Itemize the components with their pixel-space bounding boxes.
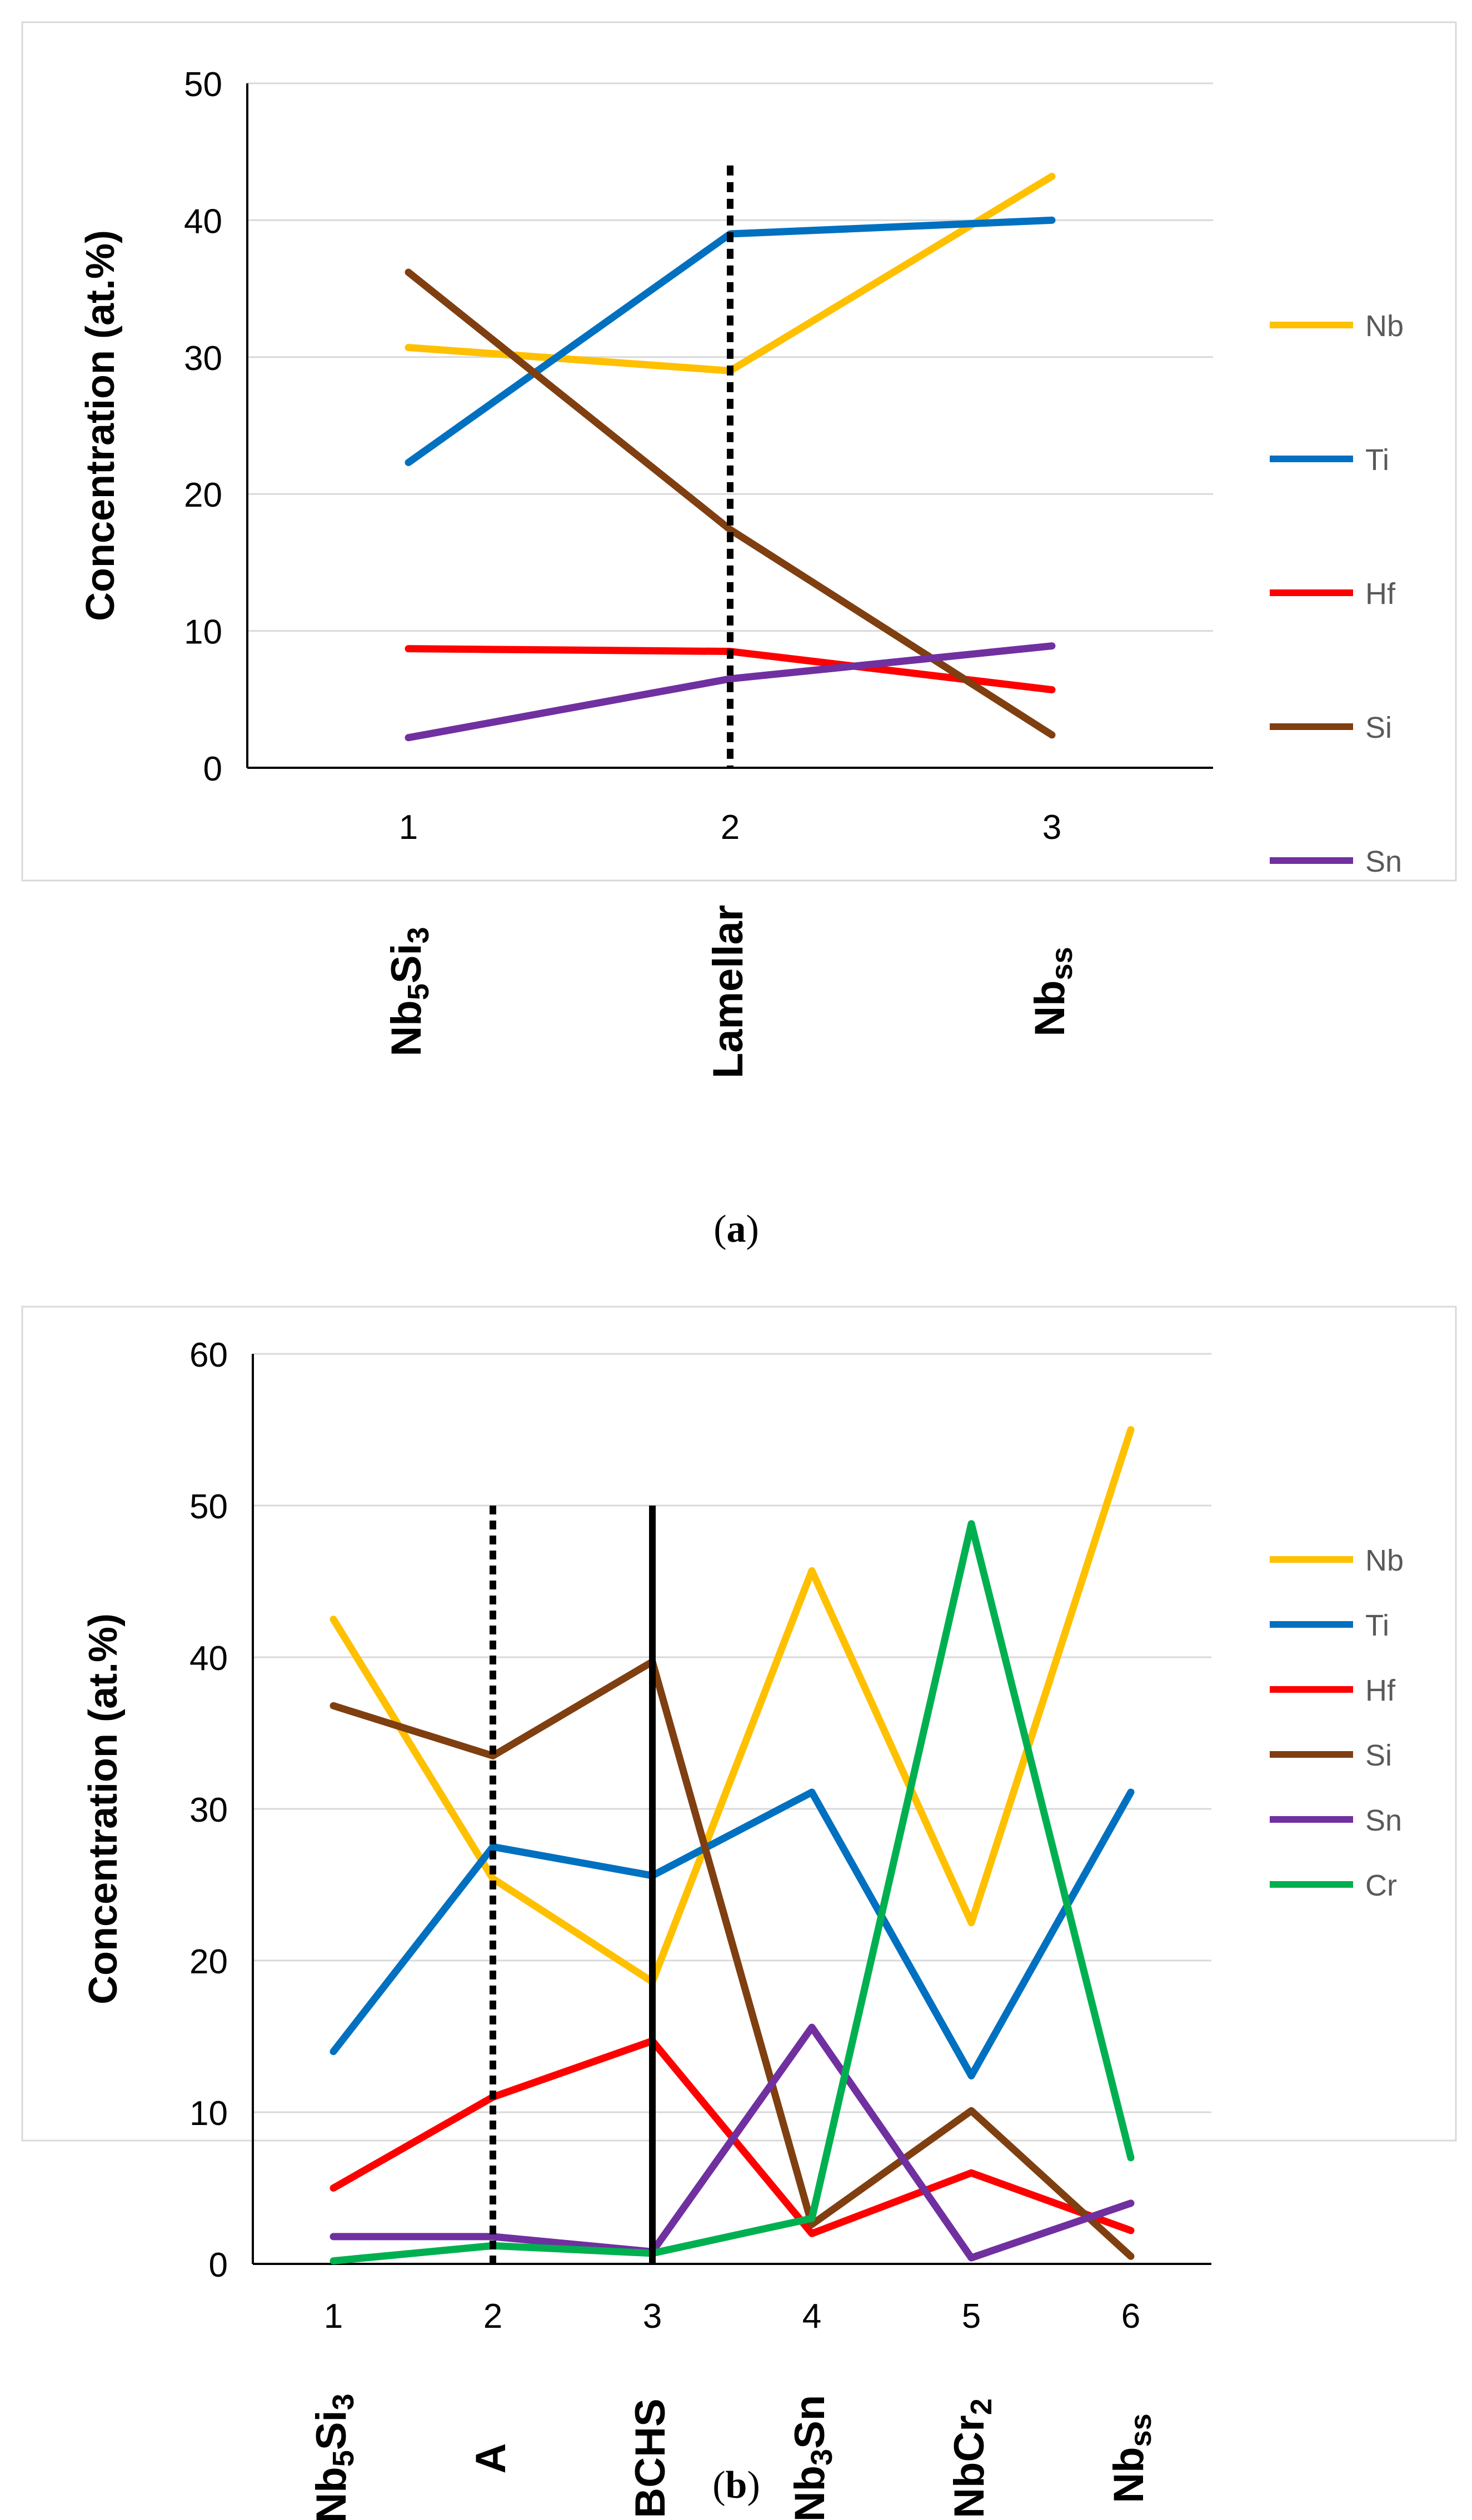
x-tick-label: 2 bbox=[721, 808, 740, 847]
phase-label-text: Nb bbox=[1105, 2447, 1152, 2503]
x-tick-label: 3 bbox=[1042, 808, 1061, 847]
legend-item-cr: Cr bbox=[1270, 1869, 1397, 1902]
legend-label: Nb bbox=[1365, 309, 1404, 343]
phase-label: Nbss bbox=[1026, 947, 1079, 1036]
phase-label-text: BCHS bbox=[627, 2398, 674, 2518]
phase-label-text: Sn bbox=[786, 2395, 834, 2449]
y-tick-label: 10 bbox=[184, 613, 222, 652]
series-line-nb bbox=[330, 1426, 1135, 1986]
x-tick-label: 3 bbox=[643, 2297, 662, 2336]
caption-paren: ) bbox=[747, 2464, 760, 2507]
legend-label: Nb bbox=[1365, 1544, 1404, 1577]
series-line-si bbox=[330, 1658, 1135, 2260]
y-tick-label: 60 bbox=[189, 1336, 228, 1374]
phase-label-subscript: 3 bbox=[805, 2449, 839, 2466]
panel-caption: (b) bbox=[712, 2464, 760, 2507]
caption-paren: ( bbox=[712, 2464, 725, 2507]
y-tick-label: 50 bbox=[184, 66, 222, 104]
y-tick-label: 40 bbox=[184, 202, 222, 241]
y-tick-label: 50 bbox=[189, 1488, 228, 1526]
phase-label-subscript: 2 bbox=[965, 2398, 998, 2415]
phase-label-subscript: 3 bbox=[327, 2393, 360, 2410]
phase-label: Nb3Sn bbox=[786, 2395, 839, 2520]
phase-label-subscript: ss bbox=[1045, 947, 1079, 980]
phase-label-text: A bbox=[467, 2443, 515, 2474]
phase-label-text: Nb bbox=[308, 2467, 355, 2520]
legend-item-ti: Ti bbox=[1270, 443, 1389, 477]
legend-label: Si bbox=[1365, 1739, 1392, 1772]
phase-label-subscript: ss bbox=[1124, 2413, 1157, 2447]
legend-label: Ti bbox=[1365, 1609, 1389, 1642]
phase-label-text: Lamellar bbox=[705, 905, 752, 1079]
series-line-sn bbox=[330, 2023, 1135, 2262]
series-line-si bbox=[405, 268, 1056, 739]
x-tick-label: 2 bbox=[483, 2297, 502, 2336]
chart-1: 0 10 20 30 40 50 Concentration (at.%) 1 2 3 Nb Ti Hf… bbox=[21, 21, 1457, 1251]
panel-caption: (a) bbox=[713, 1208, 759, 1251]
phase-label-text: NbCr bbox=[946, 2415, 993, 2518]
chart-2: 0 10 20 30 40 50 60 Concentration (at.%) 1 2 3 4 5 6 N… bbox=[21, 1306, 1457, 2520]
legend-label: Ti bbox=[1365, 443, 1389, 477]
caption-paren: ) bbox=[746, 1208, 759, 1251]
phase-label: Nb5Si3 bbox=[308, 2393, 360, 2520]
chart-border bbox=[21, 21, 1457, 882]
phase-label: Nbss bbox=[1105, 2413, 1157, 2503]
legend-item-nb: Nb bbox=[1270, 309, 1404, 343]
x-tick-label: 6 bbox=[1121, 2297, 1140, 2336]
x-tick-label: 1 bbox=[399, 808, 418, 847]
phase-label-subscript: 5 bbox=[402, 983, 435, 1000]
legend-item-hf: Hf bbox=[1270, 577, 1396, 611]
phase-label-text: Si bbox=[383, 943, 430, 983]
phase-label-subscript: 3 bbox=[402, 927, 435, 943]
phase-label-text: Nb bbox=[1026, 980, 1074, 1036]
series-line-ti bbox=[330, 1788, 1135, 2079]
legend-label: Si bbox=[1365, 711, 1392, 744]
y-tick-label: 0 bbox=[203, 750, 222, 788]
legend-label: Cr bbox=[1365, 1869, 1397, 1902]
phase-label: NbCr2 bbox=[946, 2398, 998, 2518]
phase-label: A bbox=[467, 2443, 515, 2474]
legend-label: Hf bbox=[1365, 577, 1396, 611]
series-line-sn bbox=[405, 642, 1056, 742]
y-tick-label: 10 bbox=[189, 2094, 228, 2133]
y-axis-title: Concentration (at.%) bbox=[81, 1613, 126, 2004]
legend-item-ti: Ti bbox=[1270, 1609, 1389, 1642]
y-tick-label: 20 bbox=[184, 476, 222, 514]
phase-label-text: Nb bbox=[383, 1000, 430, 1056]
series-line-cr bbox=[330, 1520, 1135, 2265]
y-axis-title: Concentration (at.%) bbox=[78, 230, 123, 621]
y-tick-label: 0 bbox=[209, 2246, 228, 2284]
chart-border bbox=[21, 1306, 1457, 2142]
y-tick-label: 30 bbox=[189, 1791, 228, 1829]
x-tick-label: 5 bbox=[962, 2297, 981, 2336]
phase-label-text: Si bbox=[308, 2410, 355, 2450]
caption-letter: b bbox=[726, 2464, 747, 2507]
phase-label-subscript: 5 bbox=[327, 2450, 360, 2467]
phase-label: Lamellar bbox=[705, 905, 752, 1079]
legend-item-sn: Sn bbox=[1270, 1804, 1402, 1837]
caption-paren: ( bbox=[713, 1208, 726, 1251]
legend-label: Sn bbox=[1365, 1804, 1402, 1837]
x-tick-label: 4 bbox=[802, 2297, 821, 2336]
y-tick-label: 40 bbox=[189, 1639, 228, 1678]
legend-item-si: Si bbox=[1270, 1739, 1392, 1772]
legend-item-nb: Nb bbox=[1270, 1544, 1404, 1577]
phase-label: BCHS bbox=[627, 2398, 674, 2518]
y-tick-label: 20 bbox=[189, 1943, 228, 1981]
legend-item-sn: Sn bbox=[1270, 845, 1402, 878]
legend-label: Sn bbox=[1365, 845, 1402, 878]
phase-label-text: Nb bbox=[786, 2466, 834, 2520]
caption-letter: a bbox=[727, 1208, 746, 1251]
x-tick-label: 1 bbox=[324, 2297, 343, 2336]
phase-label: Nb5Si3 bbox=[383, 927, 435, 1056]
legend-item-hf: Hf bbox=[1270, 1674, 1396, 1707]
legend-label: Hf bbox=[1365, 1674, 1396, 1707]
legend-item-si: Si bbox=[1270, 711, 1392, 744]
y-tick-label: 30 bbox=[184, 339, 222, 378]
